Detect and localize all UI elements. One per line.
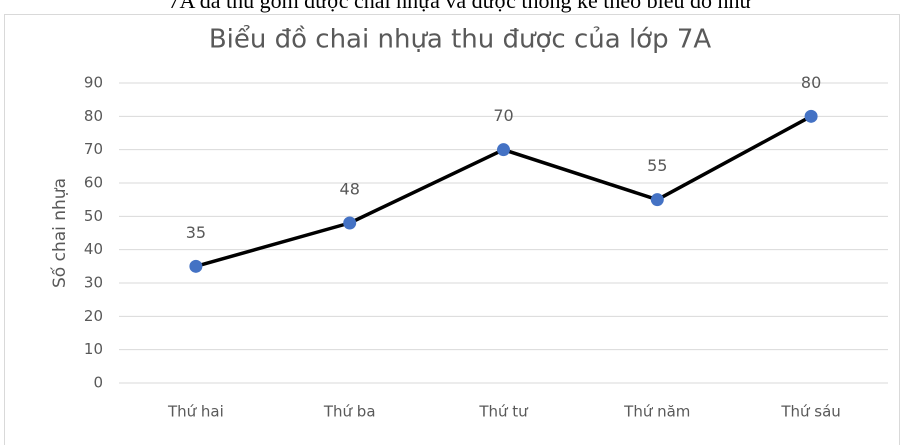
- y-tick-label: 20: [84, 307, 103, 325]
- marker: [497, 143, 510, 157]
- data-label: 70: [493, 106, 513, 125]
- y-axis-title: Số chai nhựa: [49, 178, 70, 288]
- y-tick-label: 50: [84, 207, 103, 225]
- data-label: 35: [186, 223, 206, 242]
- line-series: [195, 114, 812, 269]
- header-text: 7A đã thu gom được chai nhựa và được thố…: [169, 0, 753, 13]
- marker: [804, 109, 818, 123]
- data-label: 48: [340, 180, 360, 199]
- marker: [343, 216, 357, 230]
- y-tick-label: 10: [84, 340, 103, 358]
- x-tick-label: Thứ ba: [323, 403, 376, 421]
- y-tick-label: 90: [84, 74, 103, 92]
- x-tick-label: Thứ năm: [623, 403, 690, 421]
- data-label: 55: [647, 156, 667, 175]
- y-tick-label: 0: [93, 374, 103, 392]
- marker: [650, 193, 664, 207]
- y-tick-label: 30: [84, 274, 103, 292]
- y-tick-label: 80: [84, 107, 103, 125]
- y-tick-label: 70: [84, 140, 103, 158]
- data-label: 80: [801, 73, 821, 92]
- y-tick-label: 60: [84, 174, 103, 192]
- x-tick-label: Thứ tư: [478, 403, 529, 421]
- marker: [189, 259, 203, 273]
- chart-border: [4, 14, 900, 445]
- x-tick-label: Thứ hai: [167, 403, 224, 421]
- x-tick-label: Thứ sáu: [780, 403, 840, 421]
- chart-title: Biểu đồ chai nhựa thu được của lớp 7A: [209, 24, 712, 55]
- y-tick-label: 40: [84, 240, 103, 258]
